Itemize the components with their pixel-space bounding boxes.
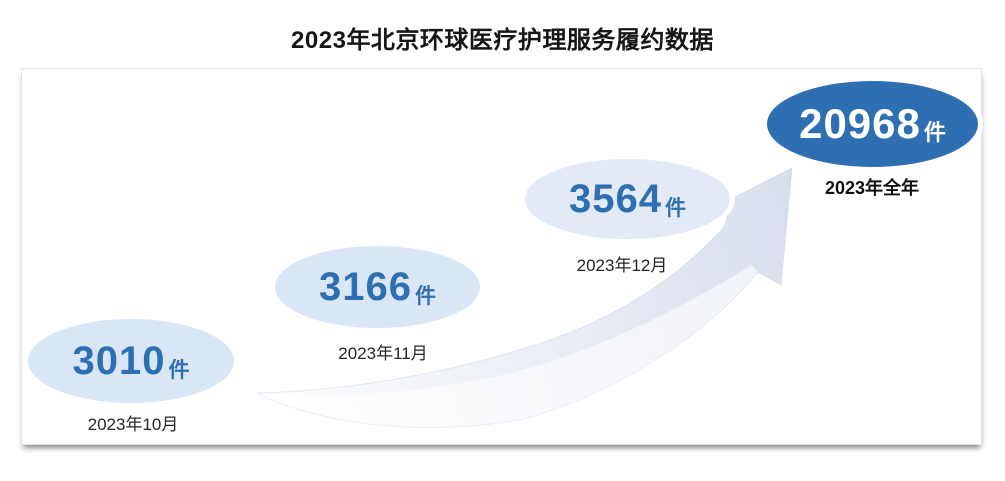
bubble-oct-value: 3010 [72, 339, 166, 383]
bubble-nov: 3166 件 [275, 246, 480, 328]
bubble-nov-value: 3166 [319, 265, 412, 309]
bubble-full-year-value: 20968 [799, 100, 921, 147]
bubble-dec-unit: 件 [664, 196, 686, 220]
bubble-nov-unit: 件 [414, 284, 436, 308]
bubble-full-year: 20968 件 [767, 81, 978, 167]
label-full-year: 2023年全年 [824, 178, 920, 198]
chart-panel: 3010 件 2023年10月 3166 件 2023年11月 3564 件 2… [21, 68, 982, 445]
label-nov: 2023年11月 [338, 344, 428, 363]
bubble-oct: 3010 件 [28, 319, 234, 403]
trend-arrow [256, 167, 793, 428]
label-oct: 2023年10月 [87, 415, 179, 434]
trend-arrow-highlight [257, 265, 758, 428]
label-dec: 2023年12月 [576, 256, 668, 275]
page-title: 2023年北京环球医疗护理服务履约数据 [291, 27, 714, 54]
bubble-dec-value: 3564 [569, 177, 662, 221]
bubble-dec: 3564 件 [525, 159, 730, 239]
bubble-oct-unit: 件 [168, 358, 190, 382]
bubble-full-year-unit: 件 [923, 120, 946, 145]
